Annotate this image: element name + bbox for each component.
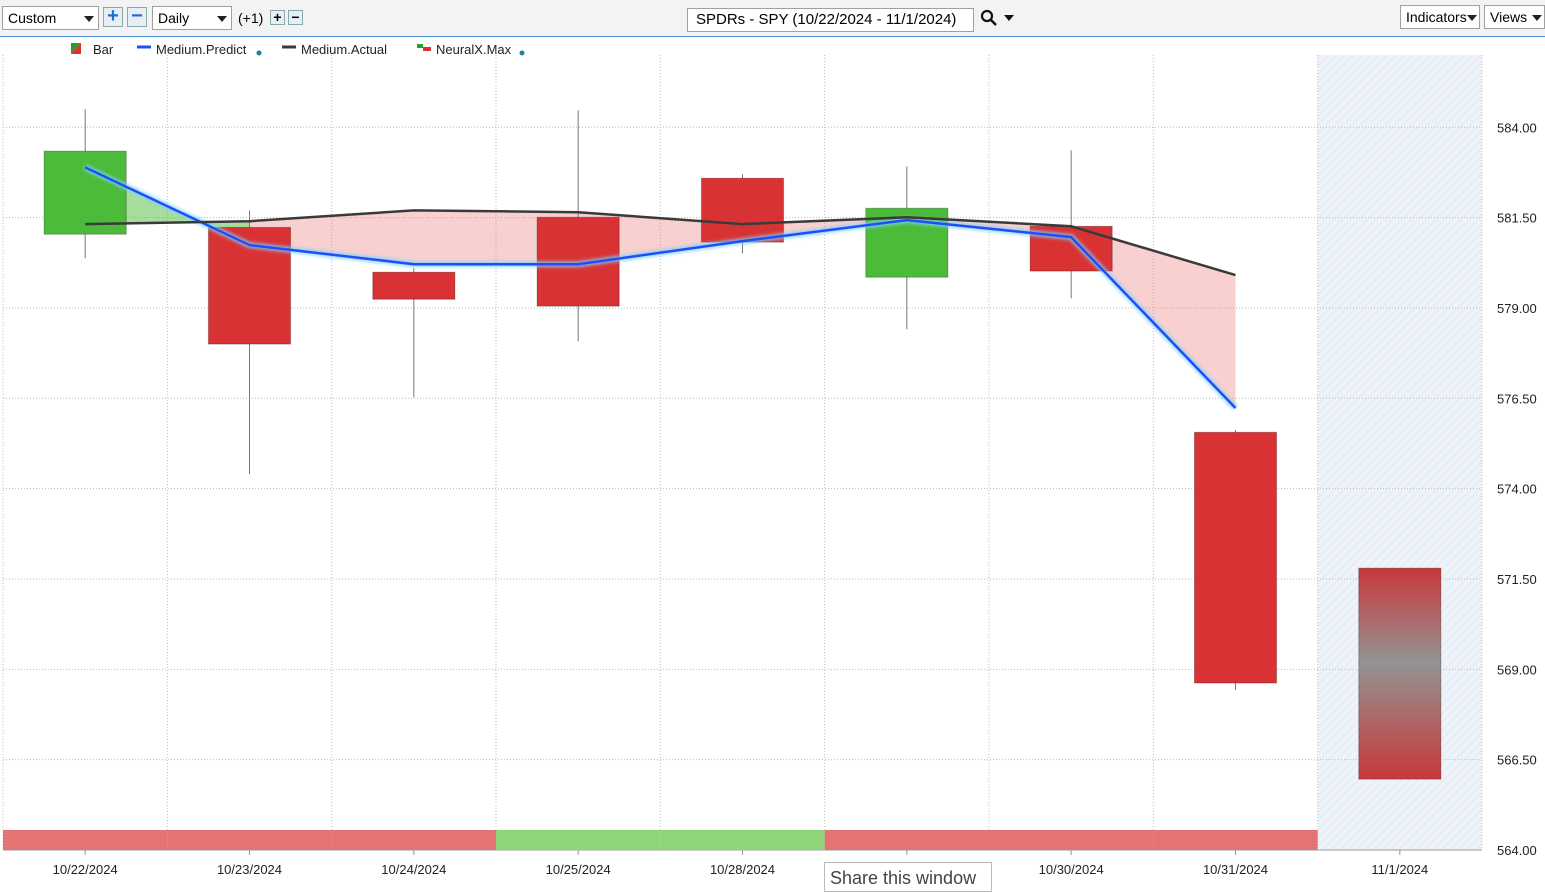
y-tick-label: 566.50 xyxy=(1497,753,1537,768)
period-select[interactable]: Daily xyxy=(152,6,232,30)
signal-segment xyxy=(989,830,1154,850)
y-tick-label: 581.50 xyxy=(1497,211,1537,226)
signal-segment xyxy=(660,830,825,850)
legend-dot xyxy=(256,50,262,56)
indicators-label: Indicators xyxy=(1406,9,1467,25)
chart: 564.00 566.50 569.00 571.50 574.00 576.50 579.… xyxy=(2,42,1537,877)
views-button[interactable]: Views xyxy=(1484,5,1545,29)
legend-label: NeuralX.Max xyxy=(436,42,512,57)
legend-icon xyxy=(71,43,81,54)
layout-label: Custom xyxy=(8,10,57,26)
period-label: Daily xyxy=(158,10,190,26)
offset: (+1) xyxy=(238,10,264,26)
legend-label: Bar xyxy=(93,42,114,57)
toolbar: Custom + − Daily (+1) + − SPDRs - SPY (1… xyxy=(0,0,1545,37)
symbol-box[interactable]: SPDRs - SPY (10/22/2024 - 11/1/2024) xyxy=(687,8,974,32)
candle-body xyxy=(700,177,785,243)
zoom-in[interactable]: + xyxy=(103,6,123,27)
candle-body xyxy=(1193,431,1278,684)
y-tick-label: 576.50 xyxy=(1497,391,1537,406)
series-line xyxy=(84,166,1237,409)
signal-segment xyxy=(167,830,332,850)
candle-body xyxy=(43,150,127,235)
x-tick-label: 10/30/2024 xyxy=(1039,862,1104,877)
layout-select[interactable]: Custom xyxy=(2,6,99,30)
indicators-button[interactable]: Indicators xyxy=(1400,5,1480,29)
x-tick-label: 10/25/2024 xyxy=(546,862,611,877)
signal-segment xyxy=(331,830,496,850)
legend-icon xyxy=(423,47,431,51)
x-tick-label: 10/24/2024 xyxy=(381,862,446,877)
candle-body xyxy=(372,271,456,300)
y-tick-label: 574.00 xyxy=(1497,482,1537,497)
y-tick-label: 564.00 xyxy=(1497,843,1537,858)
signal-segment xyxy=(3,830,168,850)
legend-label: Medium.Actual xyxy=(301,42,387,57)
y-tick-label: 571.50 xyxy=(1497,572,1537,587)
y-tick-label: 579.00 xyxy=(1497,301,1537,316)
x-tick-label: 10/22/2024 xyxy=(53,862,118,877)
search-button[interactable] xyxy=(980,9,1016,29)
signal-segment xyxy=(1153,830,1318,850)
offset-minus[interactable]: − xyxy=(288,10,303,25)
x-tick-label: 10/28/2024 xyxy=(710,862,775,877)
signal-segment xyxy=(824,830,989,850)
y-tick-label: 584.00 xyxy=(1497,120,1537,135)
legend-dot xyxy=(519,50,525,56)
offset-plus[interactable]: + xyxy=(270,10,285,25)
zoom-out[interactable]: − xyxy=(127,6,147,27)
symbol-label: SPDRs - SPY (10/22/2024 - 11/1/2024) xyxy=(696,11,957,28)
x-tick-label: 11/1/2024 xyxy=(1371,862,1428,877)
legend-label: Medium.Predict xyxy=(156,42,247,57)
x-tick-label: 10/31/2024 xyxy=(1203,862,1268,877)
views-label: Views xyxy=(1490,9,1528,25)
share-tooltip[interactable]: Share this window xyxy=(824,862,992,892)
legend-icon xyxy=(417,44,423,48)
y-tick-label: 569.00 xyxy=(1497,662,1537,677)
candle-body xyxy=(1358,567,1442,780)
x-tick-label: 10/23/2024 xyxy=(217,862,282,877)
series-line xyxy=(85,209,1236,277)
spread-fill xyxy=(249,210,414,265)
signal-segment xyxy=(496,830,661,850)
